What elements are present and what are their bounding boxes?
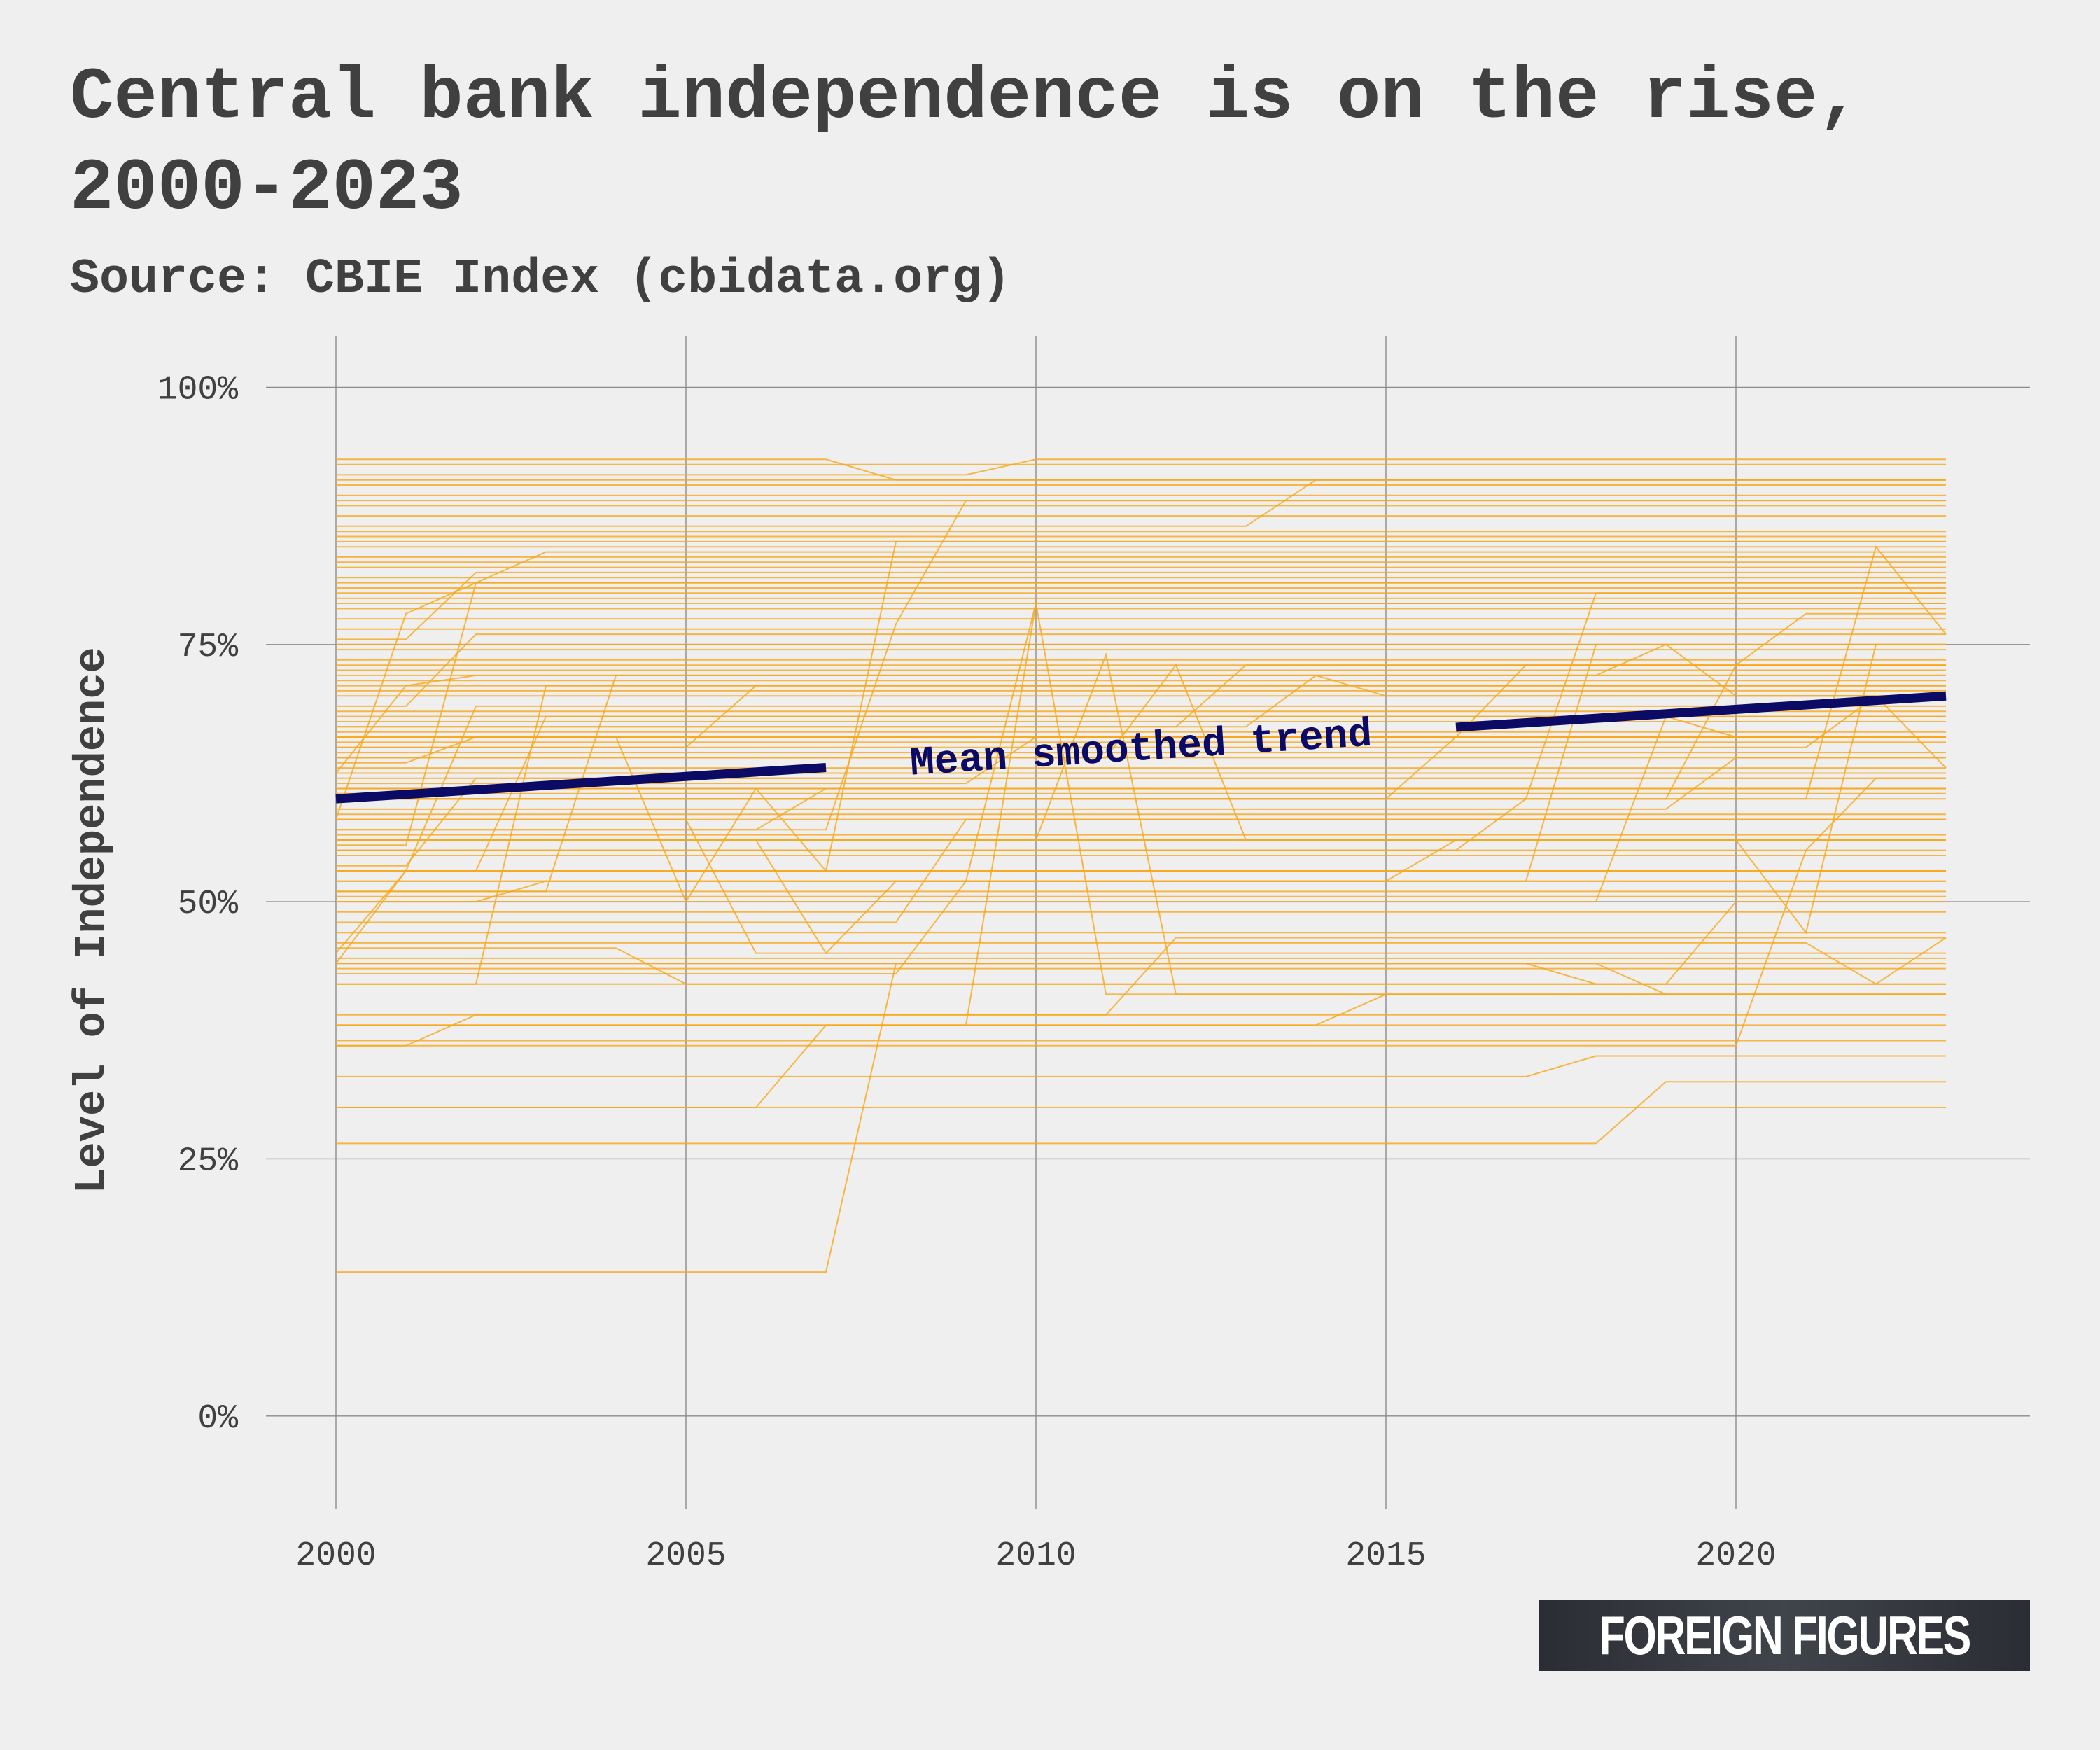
x-tick-label: 2010 — [995, 1537, 1076, 1575]
country-series-line — [335, 715, 1946, 954]
trend-line — [1455, 691, 1947, 732]
tick-labels: 0% 25% 50% 75% 100% 2000 2005 2010 2015 2020 — [158, 371, 1777, 1575]
x-tick-label: 2000 — [295, 1537, 376, 1575]
chart-title: Central bank independence is on the rise… — [70, 57, 1861, 230]
country-series-line — [336, 458, 1946, 476]
country-series-line — [336, 1081, 1946, 1144]
country-series-line — [336, 551, 1946, 846]
country-series-line — [336, 694, 1947, 769]
brand-logo: FOREIGN FIGURES — [1539, 1600, 2030, 1671]
country-series-line — [336, 643, 1946, 934]
y-tick-label: 75% — [178, 629, 239, 666]
country-series-line — [336, 674, 1946, 728]
country-series-line — [336, 937, 1946, 1016]
y-tick-label: 25% — [178, 1142, 239, 1180]
x-tick-label: 2020 — [1695, 1537, 1776, 1575]
country-series-line — [336, 1024, 1946, 1108]
brand-logo-text: FOREIGN FIGURES — [1599, 1604, 1971, 1666]
country-series-line — [336, 612, 1946, 800]
country-series-line — [336, 839, 1946, 882]
country-series-line — [336, 643, 1946, 882]
country-series-line — [336, 1055, 1946, 1077]
trend-line — [335, 762, 827, 804]
country-series-line — [336, 458, 1946, 481]
y-axis-title: Level of Independence — [67, 647, 117, 1194]
country-series-line — [336, 993, 1946, 1026]
country-series-line — [336, 962, 1946, 1273]
country-series-line — [336, 1014, 1946, 1046]
country-series-line — [336, 937, 1947, 985]
country-series-line — [336, 947, 1946, 985]
chart-subtitle: Source: CBIE Index (cbidata.org) — [70, 252, 1011, 307]
y-tick-label: 0% — [197, 1400, 238, 1438]
y-tick-label: 100% — [158, 371, 238, 409]
country-series-line — [336, 479, 1946, 527]
country-series-line — [336, 705, 1946, 872]
country-series-line — [336, 500, 1946, 831]
country-series-line — [336, 685, 1946, 985]
trend-label: Mean smoothed trend — [909, 713, 1373, 788]
country-series-line — [335, 582, 1946, 820]
country-series-line — [336, 818, 1946, 954]
x-tick-label: 2005 — [645, 1537, 726, 1575]
y-tick-label: 50% — [178, 886, 239, 923]
country-series-line — [336, 571, 1946, 640]
country-series — [335, 458, 1947, 1273]
country-series-line — [336, 540, 1946, 873]
x-tick-label: 2015 — [1345, 1537, 1426, 1575]
country-series-line — [335, 870, 1946, 964]
